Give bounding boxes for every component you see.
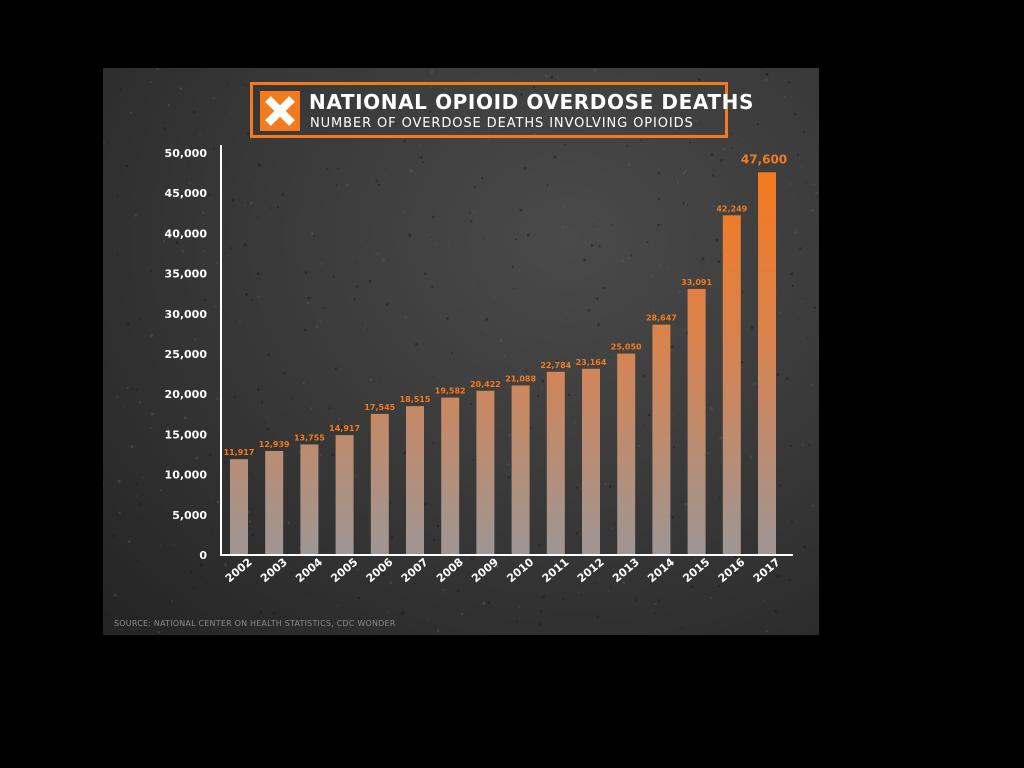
chart-title: NATIONAL OPIOID OVERDOSE DEATHS [309,90,754,114]
bar-2002 [230,459,248,555]
source-note: SOURCE: NATIONAL CENTER ON HEALTH STATIS… [114,619,396,628]
y-tick-label: 25,000 [165,348,208,361]
x-tick-label-2013: 2013 [610,555,642,585]
data-label-2010: 21,088 [505,374,536,383]
data-label-2008: 19,582 [435,387,466,396]
x-tick-label-2016: 2016 [716,555,748,585]
x-tick-label-2012: 2012 [575,555,607,585]
bar-2003 [265,450,284,555]
bar-2005 [335,435,354,555]
data-label-2012: 23,164 [576,358,607,367]
x-mark-icon [260,91,300,131]
data-label-2014: 28,647 [646,314,677,323]
data-label-2015: 33,091 [681,278,712,287]
data-label-2016: 42,249 [716,204,747,213]
bar-2014 [652,324,671,555]
y-tick-label: 15,000 [165,428,208,441]
y-tick-label: 20,000 [165,388,208,401]
x-tick-label-2017: 2017 [751,555,783,585]
y-tick-label: 50,000 [165,147,208,160]
chart-subtitle: NUMBER OF OVERDOSE DEATHS INVOLVING OPIO… [310,116,694,131]
data-label-2017: 47,600 [741,152,787,166]
data-label-2005: 14,917 [329,424,360,433]
x-tick-label-2008: 2008 [434,555,466,585]
x-tick-label-2002: 2002 [223,555,255,585]
bar-2009 [476,390,495,555]
y-tick-label: 45,000 [165,187,208,200]
data-label-2003: 12,939 [259,440,290,449]
bar-2010 [511,385,530,555]
x-tick-label-2011: 2011 [540,555,572,585]
x-tick-label-2014: 2014 [645,555,677,585]
bar-chart: 0 5,000 10,000 15,000 20,000 25,000 30,000 35,0… [165,145,793,585]
data-label-2013: 25,050 [611,343,642,352]
x-tick-label-2006: 2006 [364,555,396,585]
x-tick-label-2009: 2009 [469,555,501,585]
chart-panel: NATIONAL OPIOID OVERDOSE DEATHS NUMBER O… [103,68,819,635]
bar-2013 [617,353,636,555]
data-label-2009: 20,422 [470,380,501,389]
data-label-2011: 22,784 [540,361,571,370]
bar-2016 [722,215,741,555]
x-tick-label-2004: 2004 [293,555,325,585]
data-label-2007: 18,515 [400,395,431,404]
x-tick-label-2005: 2005 [328,555,360,585]
bar-2008 [441,397,460,555]
x-tick-label-2007: 2007 [399,555,431,585]
y-tick-label: 30,000 [165,308,208,321]
title-box: NATIONAL OPIOID OVERDOSE DEATHS NUMBER O… [250,82,753,138]
y-tick-label: 40,000 [165,227,208,240]
bar-2007 [406,406,424,555]
bar-2012 [582,368,600,555]
data-label-2006: 17,545 [364,403,395,412]
y-tick-label: 5,000 [172,509,207,522]
y-tick-label: 35,000 [165,268,208,281]
data-label-2002: 11,917 [224,448,255,457]
data-label-2004: 13,755 [294,433,325,442]
bar-2017 [758,172,776,555]
bar-2004 [300,444,319,555]
x-tick-label-2003: 2003 [258,555,290,585]
bar-2011 [546,371,565,555]
x-tick-label-2010: 2010 [504,555,536,585]
x-tick-label-2015: 2015 [680,555,712,585]
bar-2015 [687,288,706,555]
bar-2006 [370,413,389,555]
y-tick-label: 0 [199,549,207,562]
y-tick-label: 10,000 [165,469,208,482]
